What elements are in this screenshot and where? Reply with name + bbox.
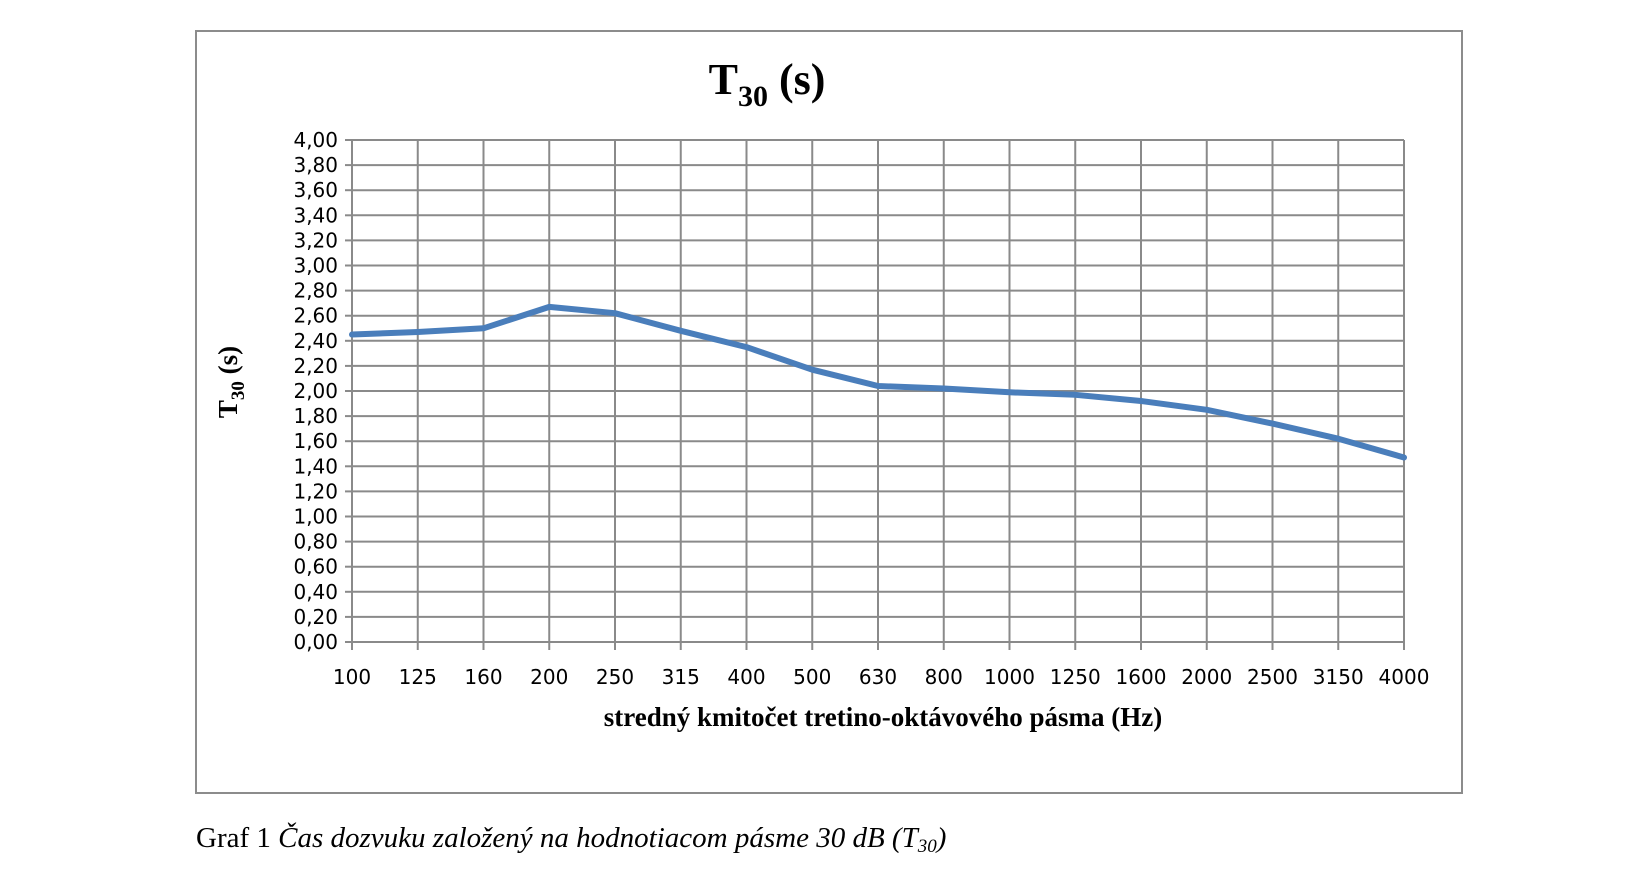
y-tick-label: 0,40 xyxy=(293,580,338,604)
y-tick-label: 1,20 xyxy=(293,479,338,503)
x-tick-label: 1600 xyxy=(1116,665,1167,689)
grid-lines xyxy=(345,139,1405,650)
line-chart: T30 (s) 0,000,200,400,600,801,001,201,40… xyxy=(213,55,1430,732)
x-tick-label: 160 xyxy=(464,665,502,689)
y-tick-label: 1,60 xyxy=(293,429,338,453)
y-tick-label: 0,00 xyxy=(293,630,338,654)
y-tick-label: 1,00 xyxy=(293,505,338,529)
x-tick-label: 4000 xyxy=(1379,665,1430,689)
x-tick-label: 500 xyxy=(793,665,831,689)
series-layer xyxy=(349,303,1407,461)
caption-prefix: Graf 1 xyxy=(196,822,271,854)
x-tick-label: 200 xyxy=(530,665,568,689)
y-tick-label: 3,80 xyxy=(293,153,338,177)
y-tick-label: 2,80 xyxy=(293,279,338,303)
chart-title-sub: 30 xyxy=(738,80,768,113)
x-tick-label: 630 xyxy=(859,665,897,689)
x-tick-label: 100 xyxy=(333,665,371,689)
x-tick-label: 315 xyxy=(662,665,700,689)
x-tick-label: 400 xyxy=(727,665,765,689)
y-tick-label: 2,20 xyxy=(293,354,338,378)
x-tick-label: 1000 xyxy=(984,665,1035,689)
y-axis-title-sub: 30 xyxy=(228,381,249,400)
y-tick-label: 3,20 xyxy=(293,228,338,252)
x-tick-labels: 100 125 160 200 250 315 400 500 630 800 1000 1250 16… xyxy=(333,665,1430,689)
y-tick-label: 0,60 xyxy=(293,555,338,579)
y-tick-label: 1,80 xyxy=(293,404,338,428)
x-tick-label: 2000 xyxy=(1181,665,1232,689)
y-tick-label: 4,00 xyxy=(293,128,338,152)
x-tick-label: 125 xyxy=(399,665,437,689)
y-tick-label: 0,80 xyxy=(293,530,338,554)
y-tick-label: 2,00 xyxy=(293,379,338,403)
x-axis-title: stredný kmitočet tretino-oktávového pásm… xyxy=(604,702,1162,732)
y-tick-label: 2,60 xyxy=(293,304,338,328)
x-tick-label: 800 xyxy=(925,665,963,689)
caption-text-main: Čas dozvuku založený na hodnotiacom pásm… xyxy=(278,822,918,854)
figure-caption: Graf 1 Čas dozvuku založený na hodnotiac… xyxy=(196,822,947,857)
caption-text-sub: 30 xyxy=(917,836,937,857)
chart-title: T30 (s) xyxy=(709,55,826,113)
x-tick-label: 2500 xyxy=(1247,665,1298,689)
y-tick-labels: 0,000,200,400,600,801,001,201,401,601,80… xyxy=(293,128,338,654)
x-tick-label: 1250 xyxy=(1050,665,1101,689)
y-tick-label: 0,20 xyxy=(293,605,338,629)
chart-title-main: T xyxy=(709,55,738,104)
x-tick-label: 250 xyxy=(596,665,634,689)
y-tick-label: 3,60 xyxy=(293,178,338,202)
y-tick-label: 1,40 xyxy=(293,454,338,478)
y-tick-label: 3,00 xyxy=(293,254,338,278)
caption-text: Čas dozvuku založený na hodnotiacom pásm… xyxy=(278,822,947,857)
y-axis-title-rest: (s) xyxy=(213,346,243,381)
y-tick-label: 3,40 xyxy=(293,203,338,227)
caption-text-suffix: ) xyxy=(936,822,947,854)
chart-frame: T30 (s) 0,00 0,20 0,40 0,60 0,80 1,00 1,20 1,40… xyxy=(195,30,1463,794)
x-tick-label: 3150 xyxy=(1313,665,1364,689)
y-axis-title-main: T xyxy=(213,400,243,418)
y-tick-label: 2,40 xyxy=(293,329,338,353)
chart-title-rest: (s) xyxy=(768,55,825,104)
y-axis-title: T30 (s) xyxy=(213,346,249,418)
